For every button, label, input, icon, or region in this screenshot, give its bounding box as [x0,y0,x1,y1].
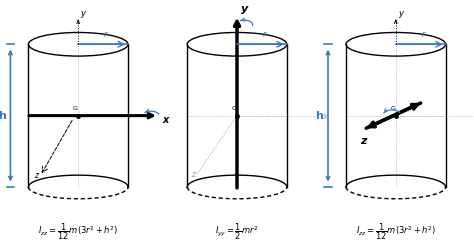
Text: $I_{zz} = \dfrac{1}{12}m(3r^2 + h^2)$: $I_{zz} = \dfrac{1}{12}m(3r^2 + h^2)$ [38,221,118,242]
Text: h: h [0,111,6,121]
Text: G: G [73,106,78,111]
Text: r: r [263,30,266,39]
Text: r: r [421,30,425,39]
Text: y: y [81,9,86,18]
Text: z: z [34,171,38,180]
Text: z: z [360,136,366,146]
Text: z: z [191,170,195,179]
Text: $I_{yy} = \dfrac{1}{2}mr^2$: $I_{yy} = \dfrac{1}{2}mr^2$ [215,221,259,242]
Text: x: x [163,115,169,125]
Text: y: y [241,3,248,14]
Text: $I_{zz} = \dfrac{1}{12}m(3r^2 + h^2)$: $I_{zz} = \dfrac{1}{12}m(3r^2 + h^2)$ [356,221,436,242]
Text: h: h [316,111,323,121]
Text: y: y [398,9,403,18]
Text: G: G [232,106,237,111]
Text: r: r [104,30,108,39]
Text: G: G [391,106,395,111]
Text: x: x [322,112,328,121]
